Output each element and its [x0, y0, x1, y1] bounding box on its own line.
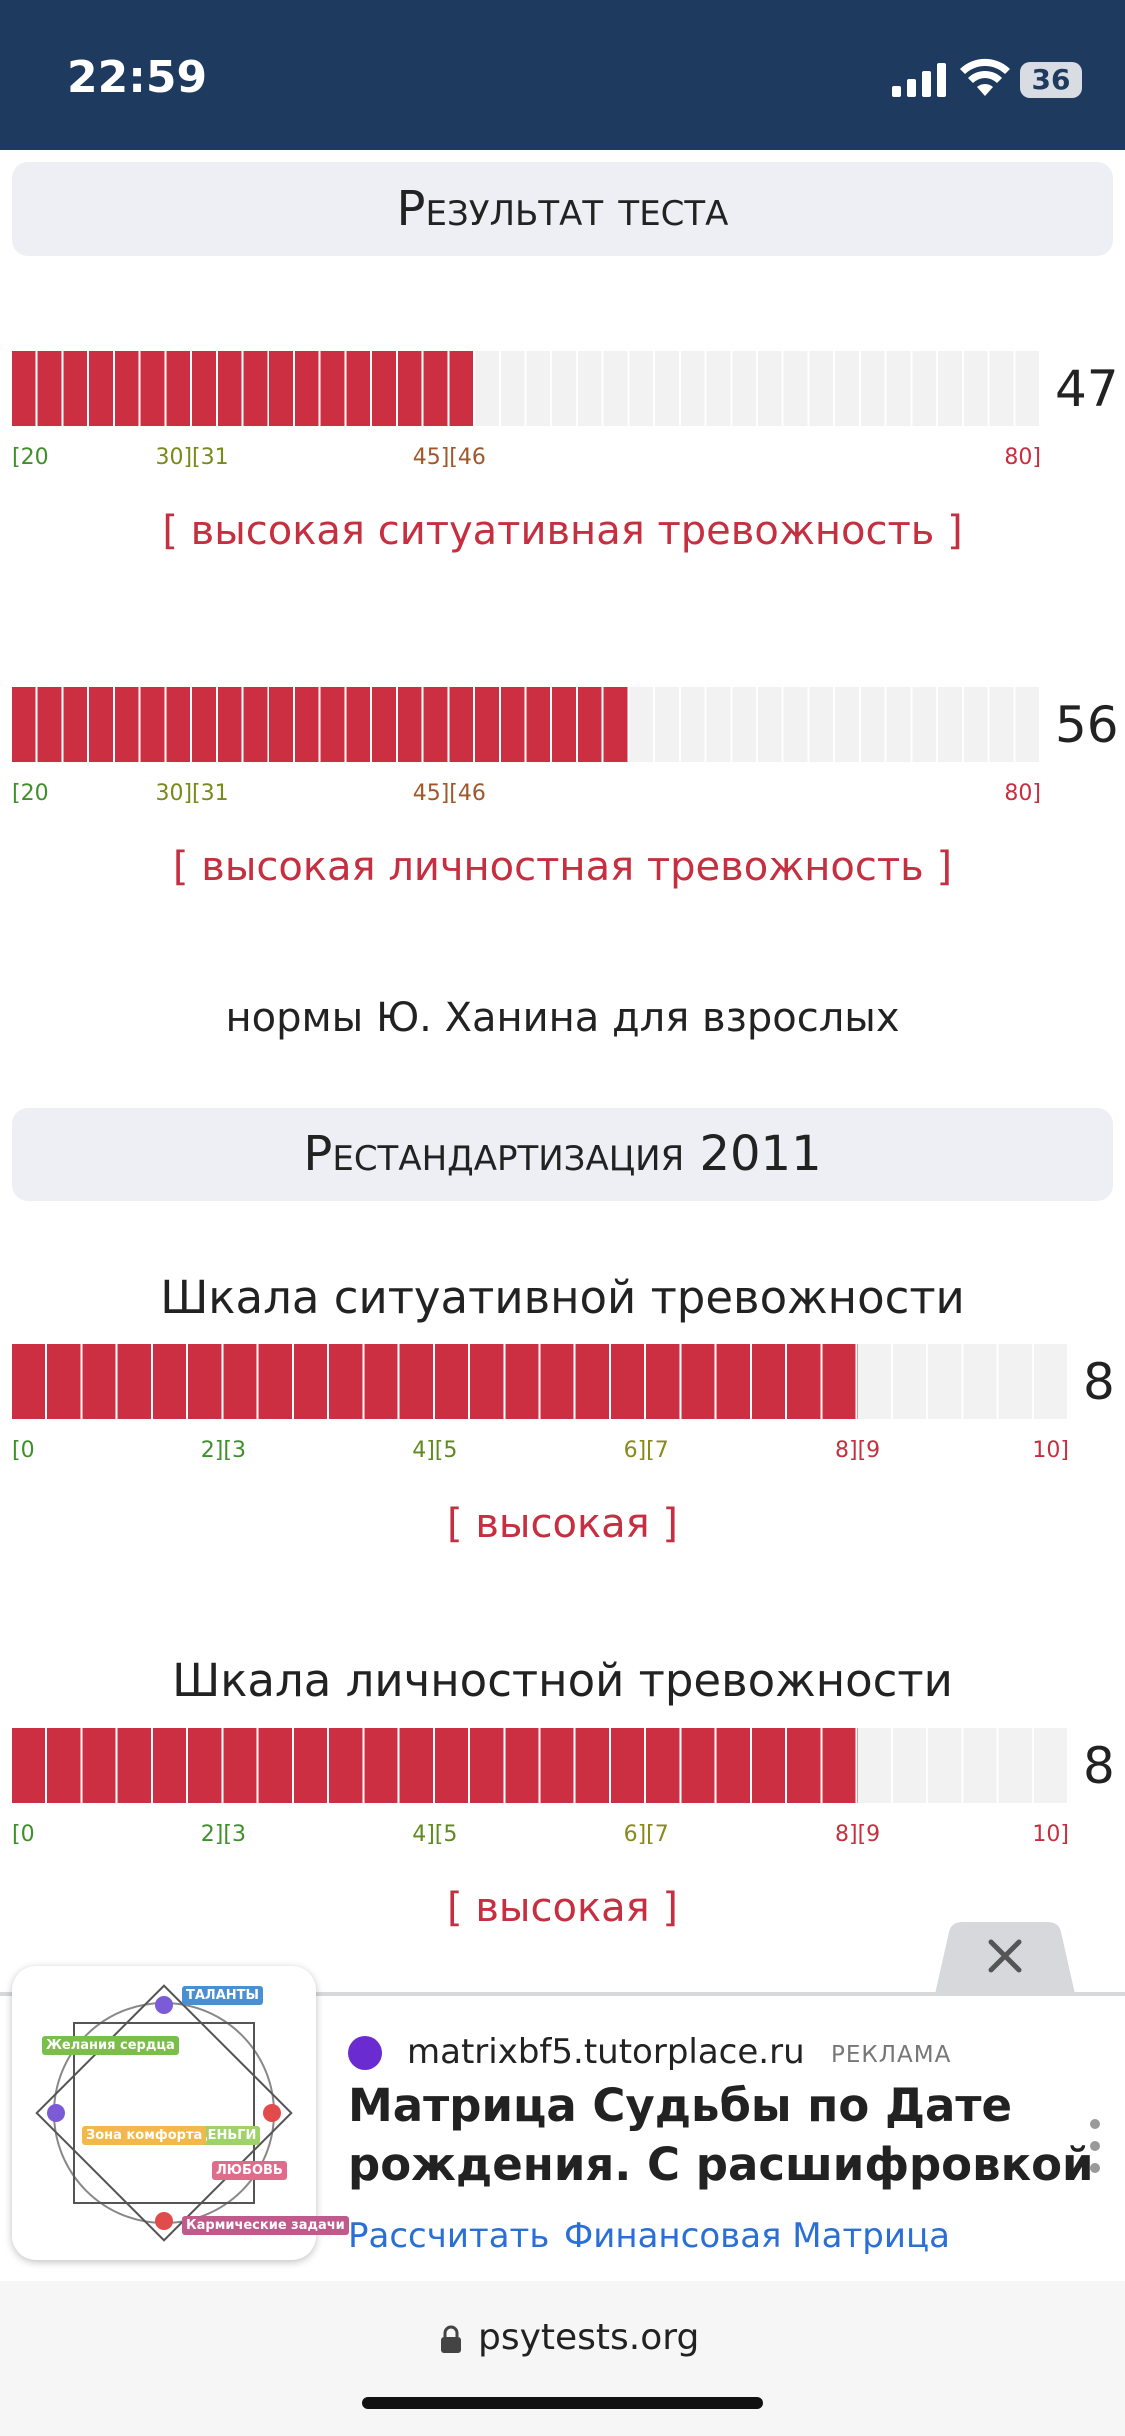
range-label: 45][46 — [412, 445, 486, 470]
ad-image-label: ДЕНЬГИ — [192, 2126, 261, 2145]
scale-value: 56 — [1055, 696, 1119, 754]
range-labels: [0 2][3 4][5 6][7 8][9 10] — [12, 1822, 1069, 1850]
ad-image-label: Зона комфорта — [82, 2126, 207, 2145]
home-indicator — [362, 2397, 763, 2409]
scale-name: Шкала личностной тревожности — [172, 1654, 953, 1707]
range-label: 80] — [1004, 781, 1041, 806]
url[interactable]: psytests.org — [478, 2317, 700, 2358]
range-label: 4][5 — [412, 1438, 458, 1463]
range-label: 10] — [1032, 1438, 1069, 1463]
ad-menu[interactable] — [1084, 2116, 1106, 2176]
ad-title[interactable]: Матрица Судьбы по Дате рождения. С расши… — [348, 2076, 1094, 2194]
note: нормы Ю. Ханина для взрослых — [225, 995, 900, 1041]
verdict: [ высокая ] — [447, 1885, 678, 1931]
ad-close[interactable] — [935, 1922, 1075, 1994]
battery: 36 — [1020, 62, 1082, 98]
status-bar: 22:59 36 — [0, 0, 1125, 150]
scale-track — [12, 1344, 1069, 1419]
ad-favicon — [348, 2036, 382, 2070]
ad-image[interactable]: ТАЛАНТЫ Желания сердца ДЕНЬГИ Зона комфорта… — [12, 1966, 349, 2260]
browser-bar: psytests.org — [0, 2281, 1125, 2436]
scale-segments — [12, 1344, 1069, 1419]
range-label: 8][9 — [835, 1822, 881, 1847]
verdict: [ высокая ] — [447, 1501, 678, 1547]
ad-image-label: Желания сердца — [42, 2036, 179, 2055]
scale-value: 8 — [1083, 1737, 1115, 1795]
ad-domain[interactable]: matrixbf5.tutorplace.ru — [407, 2032, 805, 2072]
ad-image-art — [35, 1984, 293, 2242]
scale-segments — [12, 687, 1041, 762]
range-label: 45][46 — [412, 781, 486, 806]
ad-image-label: ТАЛАНТЫ — [182, 1986, 264, 2005]
range-label: [0 — [12, 1438, 35, 1463]
range-labels: [20 30][31 45][46 80] — [12, 781, 1041, 809]
range-label: 6][7 — [623, 1822, 669, 1847]
range-label: 10] — [1032, 1822, 1069, 1847]
range-label: 2][3 — [200, 1438, 246, 1463]
wifi-icon — [960, 58, 1010, 96]
range-labels: [20 30][31 45][46 80] — [12, 445, 1041, 473]
range-label: 4][5 — [412, 1822, 458, 1847]
ad-image-label: Кармические задачи — [182, 2216, 349, 2235]
range-label: [0 — [12, 1822, 35, 1847]
ad-title-line[interactable]: рождения. С расшифровкой — [348, 2138, 1094, 2191]
ad-image-label: ЛЮБОВЬ — [212, 2161, 287, 2180]
ad-link[interactable]: Финансовая Матрица — [564, 2216, 950, 2256]
ad-banner[interactable]: ТАЛАНТЫ Желания сердца ДЕНЬГИ Зона комфорта… — [0, 1966, 1125, 2285]
range-label: 6][7 — [623, 1438, 669, 1463]
range-label: 30][31 — [155, 781, 229, 806]
section-header: Рестандартизация 2011 — [12, 1108, 1113, 1201]
scale-track — [12, 1728, 1069, 1803]
ad-title-line[interactable]: Матрица Судьбы по Дате — [348, 2079, 1013, 2132]
range-label: 8][9 — [835, 1438, 881, 1463]
scale-track — [12, 687, 1041, 762]
range-label: 80] — [1004, 445, 1041, 470]
range-label: [20 — [12, 445, 49, 470]
scale-segments — [12, 1728, 1069, 1803]
scale-segments — [12, 351, 1041, 426]
lock-icon — [441, 2325, 461, 2353]
verdict: [ высокая ситуативная тревожность ] — [162, 508, 963, 554]
signal-icon — [892, 63, 946, 97]
range-label: [20 — [12, 781, 49, 806]
ad-tag: РЕКЛАМА — [831, 2042, 952, 2068]
ad-link[interactable]: Рассчитать — [348, 2216, 550, 2256]
range-label: 2][3 — [200, 1822, 246, 1847]
scale-value: 47 — [1055, 360, 1119, 418]
scale-track — [12, 351, 1041, 426]
scale-value: 8 — [1083, 1353, 1115, 1411]
verdict: [ высокая личностная тревожность ] — [172, 844, 953, 890]
range-labels: [0 2][3 4][5 6][7 8][9 10] — [12, 1438, 1069, 1466]
scale-name: Шкала ситуативной тревожности — [160, 1271, 965, 1324]
clock: 22:59 — [67, 52, 208, 103]
range-label: 30][31 — [155, 445, 229, 470]
section-header: Результат теста — [12, 162, 1113, 256]
